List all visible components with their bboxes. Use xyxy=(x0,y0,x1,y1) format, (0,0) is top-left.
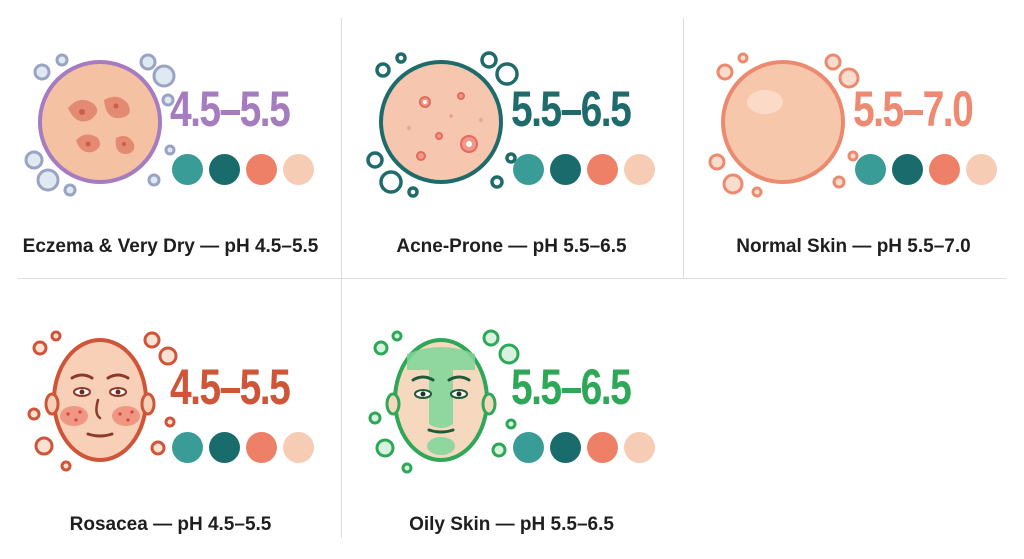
swatch-teal xyxy=(172,432,203,463)
card-oily: 5.5–6.5 Oily Skin — pH 5.5–6.5 xyxy=(341,278,682,556)
swatch-peach xyxy=(624,432,655,463)
swatch-dark-teal xyxy=(892,154,923,185)
column-divider xyxy=(683,18,684,278)
swatch-peach xyxy=(624,154,655,185)
swatch-coral xyxy=(587,432,618,463)
swatch-dark-teal xyxy=(550,154,581,185)
swatch-teal xyxy=(172,154,203,185)
card-normal: 5.5–7.0 Normal Skin — pH 5.5–7.0 xyxy=(683,0,1024,278)
swatch-peach xyxy=(283,432,314,463)
rosacea-face-icon xyxy=(20,318,180,478)
eczema-skin-patch-icon xyxy=(20,40,180,200)
swatch-dark-teal xyxy=(550,432,581,463)
normal-skin-patch-icon xyxy=(703,40,863,200)
swatch-dark-teal xyxy=(209,154,240,185)
card-acne: 5.5–6.5 Acne-Prone — pH 5.5–6.5 xyxy=(341,0,682,278)
ph-range: 5.5–6.5 xyxy=(511,81,632,137)
card-caption: Acne-Prone — pH 5.5–6.5 xyxy=(396,236,627,257)
card-caption: Eczema & Very Dry — pH 4.5–5.5 xyxy=(22,236,319,257)
acne-skin-patch-icon xyxy=(361,40,521,200)
swatch-coral xyxy=(587,154,618,185)
ph-range: 5.5–7.0 xyxy=(853,81,974,137)
color-swatches xyxy=(513,154,655,185)
card-caption: Oily Skin — pH 5.5–6.5 xyxy=(409,514,614,535)
swatch-coral xyxy=(929,154,960,185)
swatch-peach xyxy=(283,154,314,185)
swatch-coral xyxy=(246,432,277,463)
ph-range: 4.5–5.5 xyxy=(170,81,291,137)
ph-range: 4.5–5.5 xyxy=(170,359,291,415)
card-rosacea: 4.5–5.5 Rosacea — pH 4.5–5.5 xyxy=(0,278,341,556)
swatch-peach xyxy=(966,154,997,185)
color-swatches xyxy=(172,432,314,463)
swatch-teal xyxy=(855,154,886,185)
swatch-teal xyxy=(513,154,544,185)
color-swatches xyxy=(172,154,314,185)
oily-face-icon xyxy=(361,318,521,478)
swatch-coral xyxy=(246,154,277,185)
card-eczema: 4.5–5.5 Eczema & Very Dry — pH 4.5–5.5 xyxy=(0,0,341,278)
card-caption: Normal Skin — pH 5.5–7.0 xyxy=(736,236,971,257)
swatch-teal xyxy=(513,432,544,463)
ph-range: 5.5–6.5 xyxy=(511,359,632,415)
row-divider xyxy=(18,278,1006,279)
swatch-dark-teal xyxy=(209,432,240,463)
color-swatches xyxy=(513,432,655,463)
card-caption: Rosacea — pH 4.5–5.5 xyxy=(69,514,272,535)
color-swatches xyxy=(855,154,997,185)
